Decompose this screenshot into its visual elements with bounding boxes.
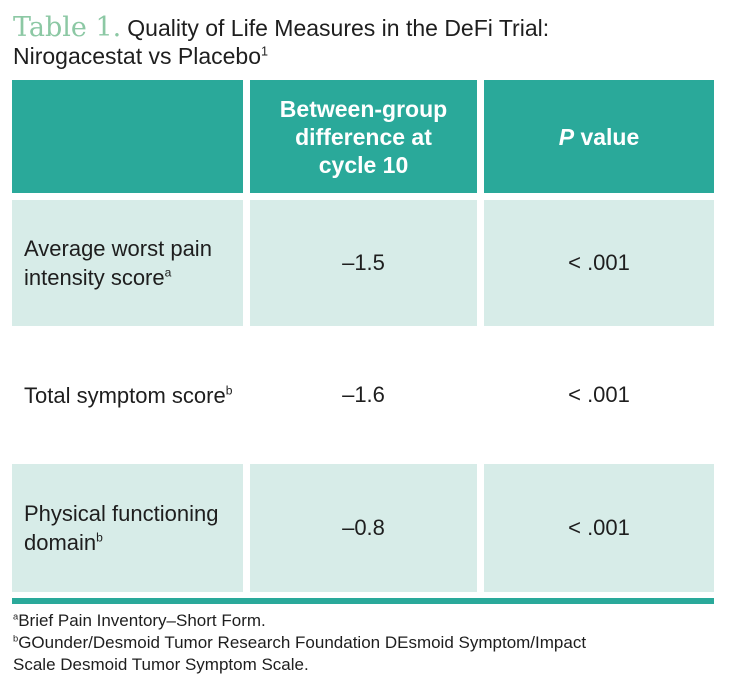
footnote-a: aBrief Pain Inventory–Short Form. <box>13 610 725 632</box>
footnote-b-continued: Scale Desmoid Tumor Symptom Scale. <box>13 654 725 676</box>
row-1-difference: –1.5 <box>342 250 385 275</box>
row-1-label: Average worst pain intensity score <box>24 236 212 290</box>
row-3-label-cell: Physical functioning domainb <box>12 464 243 592</box>
row-1-label-cell: Average worst pain intensity scorea <box>12 200 243 326</box>
footnote-a-text: Brief Pain Inventory–Short Form. <box>18 611 266 630</box>
row-1-difference-cell: –1.5 <box>250 200 477 326</box>
row-1-p-value: < .001 <box>568 250 630 275</box>
header-p-italic: P <box>558 123 575 150</box>
row-3-difference: –0.8 <box>342 515 385 540</box>
row-3-difference-cell: –0.8 <box>250 464 477 592</box>
row-1-footnote-sup: a <box>164 265 172 280</box>
row-2-p-value-cell: < .001 <box>484 333 714 457</box>
title-reference-sup: 1 <box>261 44 269 59</box>
row-2-difference-cell: –1.6 <box>250 333 477 457</box>
table-title: Table 1. Quality of Life Measures in the … <box>13 14 723 70</box>
table-bottom-rule <box>12 598 714 604</box>
row-3-label: Physical functioning domain <box>24 501 219 555</box>
header-cell-p-value: P value <box>484 80 714 193</box>
footnote-b-marker: b <box>13 633 19 644</box>
footnote-a-marker: a <box>13 611 19 622</box>
row-3-footnote-sup: b <box>96 530 103 545</box>
header-p-rest: value <box>574 123 640 150</box>
header-cell-measure <box>12 80 243 193</box>
row-2-label-cell: Total symptom scoreb <box>12 333 243 457</box>
row-1-p-value-cell: < .001 <box>484 200 714 326</box>
title-line-2: Nirogacestat vs Placebo1 <box>13 42 723 70</box>
row-3-p-value: < .001 <box>568 515 630 540</box>
table-number-label: Table 1. <box>13 12 122 43</box>
row-2-footnote-sup: b <box>225 383 233 398</box>
title-line-1: Table 1. Quality of Life Measures in the … <box>13 14 723 42</box>
footnote-b-text-2: Scale Desmoid Tumor Symptom Scale. <box>13 655 309 674</box>
title-text-2: Nirogacestat vs Placebo <box>13 43 262 69</box>
header-difference-text: Between-group difference at cycle 10 <box>279 95 448 178</box>
title-text-1: Quality of Life Measures in the DeFi Tri… <box>127 15 550 41</box>
header-cell-difference: Between-group difference at cycle 10 <box>250 80 477 193</box>
row-2-p-value: < .001 <box>568 382 630 407</box>
footnotes: aBrief Pain Inventory–Short Form. bGOund… <box>13 610 725 676</box>
row-2-difference: –1.6 <box>342 382 385 407</box>
row-2-label: Total symptom score <box>24 382 226 408</box>
row-3-p-value-cell: < .001 <box>484 464 714 592</box>
footnote-b: bGOunder/Desmoid Tumor Research Foundati… <box>13 632 725 654</box>
footnote-b-text-1: GOunder/Desmoid Tumor Research Foundatio… <box>18 633 587 652</box>
